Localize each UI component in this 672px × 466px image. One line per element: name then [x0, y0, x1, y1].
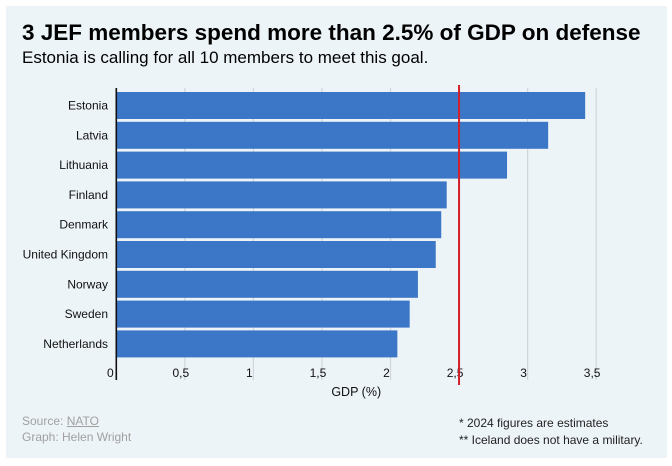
- category-label: Latvia: [76, 128, 108, 142]
- note-iceland: ** Iceland does not have a military.: [459, 433, 643, 447]
- note-estimates: * 2024 figures are estimates: [459, 416, 609, 430]
- credit: Graph: Helen Wright: [22, 430, 132, 444]
- category-label: Finland: [69, 188, 108, 202]
- chart-title: 3 JEF members spend more than 2.5% of GD…: [22, 20, 641, 45]
- category-label: Denmark: [59, 218, 109, 232]
- category-label: Lithuania: [59, 158, 108, 172]
- x-tick-label: 0: [107, 366, 114, 380]
- source-prefix: Source:: [22, 414, 67, 428]
- category-label: Norway: [67, 277, 108, 291]
- chart-subtitle: Estonia is calling for all 10 members to…: [22, 48, 429, 67]
- bar-united-kingdom: [116, 241, 436, 268]
- x-tick-label: 1,5: [310, 366, 327, 380]
- x-tick-label: 2,5: [447, 366, 464, 380]
- bar-denmark: [116, 211, 442, 239]
- source: Source: NATO: [22, 414, 99, 428]
- x-tick-label: 3,5: [584, 366, 601, 380]
- bar-sweden: [116, 300, 410, 328]
- bar-latvia: [116, 121, 549, 149]
- category-label: Sweden: [65, 307, 108, 321]
- bar-estonia: [116, 92, 586, 119]
- x-tick-label: 3: [520, 366, 527, 380]
- category-label: United Kingdom: [23, 248, 108, 262]
- category-label: Estonia: [68, 99, 108, 113]
- x-tick-label: 2: [383, 366, 390, 380]
- bar-netherlands: [116, 330, 398, 358]
- bar-finland: [116, 181, 447, 209]
- x-tick-label: 1: [246, 366, 253, 380]
- x-tick-label: 0,5: [173, 366, 190, 380]
- source-link[interactable]: NATO: [66, 414, 99, 428]
- x-axis-label: GDP (%): [331, 385, 381, 399]
- category-label: Netherlands: [43, 337, 108, 351]
- bar-lithuania: [116, 151, 508, 179]
- bar-norway: [116, 270, 418, 298]
